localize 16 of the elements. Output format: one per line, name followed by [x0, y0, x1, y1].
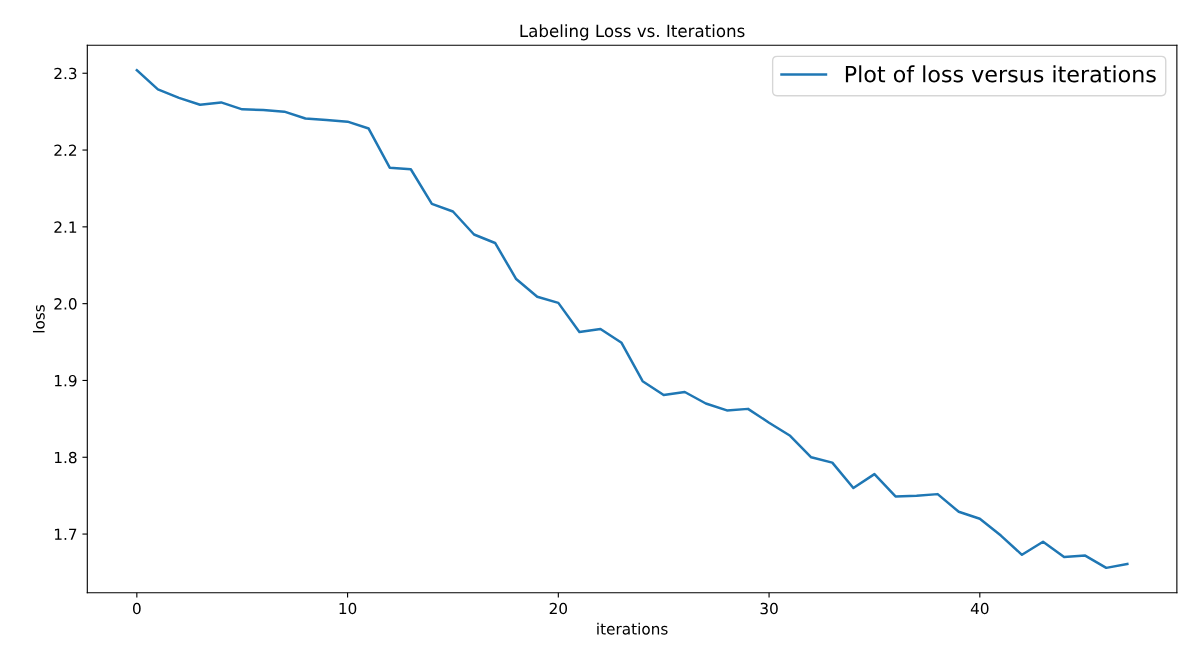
y-tick-label: 2.3: [54, 67, 77, 80]
x-axis-title: iterations: [597, 622, 668, 635]
x-tick-label: 40: [970, 602, 989, 615]
legend-label: Plot of loss versus iterations: [845, 65, 1156, 83]
y-tick-label: 2.1: [54, 221, 77, 233]
chart-title: Labeling Loss vs. Iterations: [520, 24, 745, 41]
x-tick-label: 0: [132, 602, 141, 615]
y-tick-label: 1.7: [54, 528, 77, 540]
y-tick-label: 2.0: [54, 298, 77, 310]
x-tick-label: 30: [760, 602, 778, 615]
y-tick-label: 1.9: [54, 374, 77, 387]
x-tick-label: 10: [339, 602, 357, 615]
y-tick-label: 2.2: [54, 144, 77, 156]
y-tick-label: 1.8: [54, 451, 77, 464]
y-axis-title: loss: [32, 305, 45, 333]
x-tick-label: 20: [549, 602, 568, 615]
